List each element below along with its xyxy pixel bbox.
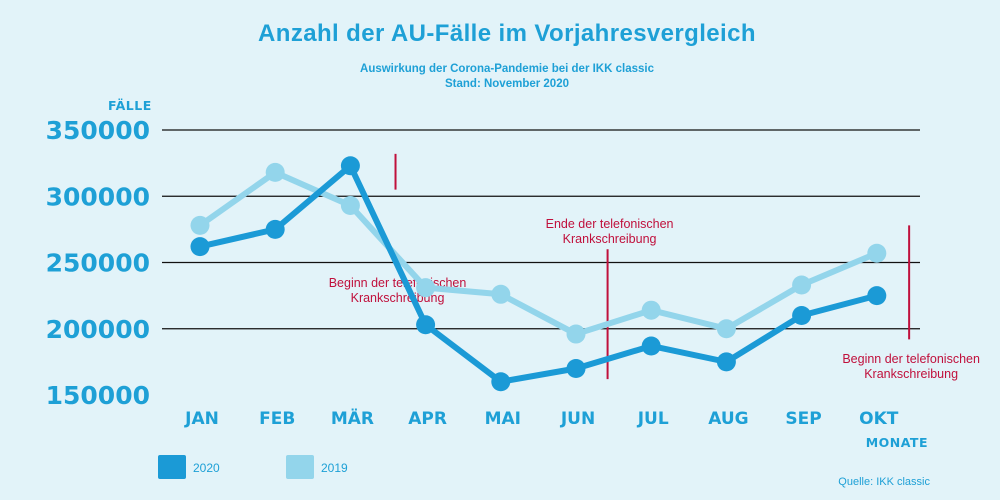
data-point-2019	[641, 300, 661, 320]
x-tick-label: APR	[408, 409, 447, 429]
data-point-2020	[416, 315, 436, 335]
x-tick-label: OKT	[859, 409, 899, 429]
x-tick-label: JUN	[560, 409, 595, 429]
series-line-2019	[197, 169, 880, 338]
data-point-2019	[340, 196, 360, 216]
x-tick-label: SEP	[785, 409, 821, 429]
chart-title: Anzahl der AU-Fälle im Vorjahresvergleic…	[258, 20, 756, 47]
legend-label-2020: 2020	[193, 461, 220, 475]
data-series	[190, 156, 887, 392]
y-tick-label: 300000	[46, 182, 150, 211]
annotation-text: Krankschreibung	[563, 232, 657, 246]
data-point-2020	[716, 352, 736, 372]
data-point-2019	[265, 162, 285, 182]
data-point-2019	[867, 243, 887, 263]
x-tick-label: MÄR	[331, 407, 374, 429]
legend: 2020 2019	[158, 455, 348, 479]
data-point-2020	[641, 336, 661, 356]
legend-swatch-2019	[286, 455, 314, 479]
y-tick-label: 350000	[46, 116, 150, 145]
annotation-text: Ende der telefonischen	[546, 217, 674, 231]
y-axis-ticks: 350000 300000 250000 200000 150000	[46, 116, 150, 410]
data-point-2020	[792, 306, 812, 325]
annotations: Beginn der telefonischenKrankschreibungE…	[329, 153, 980, 381]
data-point-2020	[566, 359, 586, 378]
x-tick-label: AUG	[708, 409, 748, 429]
data-point-2020	[265, 219, 285, 239]
data-point-2019	[416, 278, 436, 298]
data-point-2019	[792, 275, 812, 295]
data-point-2020	[867, 286, 887, 306]
y-axis-label: FÄLLE	[108, 98, 152, 113]
x-tick-label: JUL	[637, 409, 669, 429]
y-tick-label: 150000	[46, 381, 150, 410]
data-point-2020	[491, 372, 511, 392]
legend-label-2019: 2019	[321, 461, 348, 475]
data-point-2019	[491, 284, 511, 304]
series-2019	[190, 162, 887, 344]
chart-subtitle: Auswirkung der Corona-Pandemie bei der I…	[360, 63, 655, 75]
x-tick-label: JAN	[184, 409, 219, 429]
y-tick-label: 250000	[46, 249, 150, 278]
data-point-2020	[190, 237, 210, 257]
legend-swatch-2020	[158, 455, 186, 479]
data-point-2019	[190, 215, 210, 235]
x-axis-ticks: JAN FEB MÄR APR MAI JUN JUL AUG SEP OKT	[184, 407, 899, 429]
source-note: Quelle: IKK classic	[838, 476, 930, 488]
gridlines	[162, 129, 920, 330]
data-point-2019	[566, 324, 586, 344]
data-point-2020	[340, 156, 360, 176]
annotation-text: Beginn der telefonischen	[842, 352, 980, 366]
series-line-2020	[197, 162, 880, 385]
x-tick-label: MAI	[485, 409, 521, 429]
annotation-text: Krankschreibung	[864, 367, 958, 381]
x-axis-label: MONATE	[866, 435, 928, 450]
chart-date: Stand: November 2020	[445, 78, 569, 90]
data-point-2019	[716, 319, 736, 339]
x-tick-label: FEB	[259, 409, 295, 429]
y-tick-label: 200000	[46, 315, 150, 344]
series-2020	[190, 156, 887, 392]
